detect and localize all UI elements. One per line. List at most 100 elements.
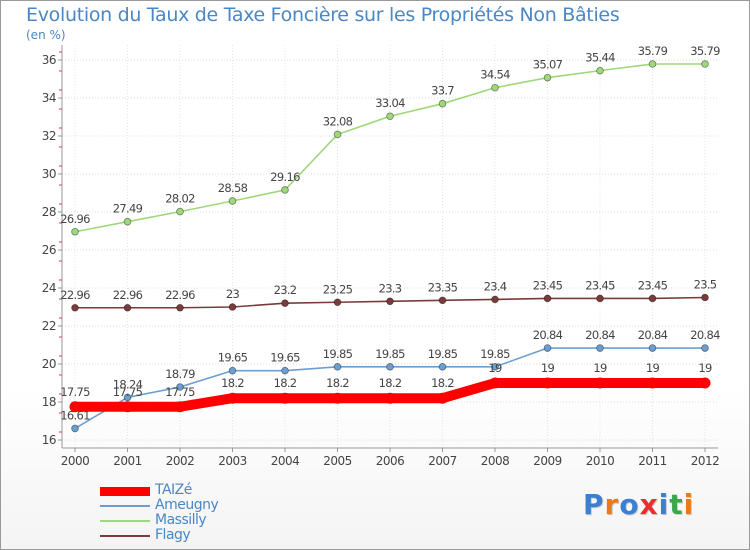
- data-label: 19.85: [428, 347, 458, 361]
- data-point: [438, 363, 447, 371]
- data-point: [71, 424, 79, 433]
- data-point: [648, 294, 657, 303]
- data-label: 23.3: [379, 281, 402, 295]
- x-tick-label: 2006: [376, 454, 405, 468]
- data-label: 19.85: [375, 347, 405, 361]
- data-label: 26.96: [60, 212, 90, 226]
- data-point: [594, 377, 606, 389]
- data-point: [123, 303, 132, 312]
- data-label: 19: [541, 361, 555, 375]
- data-label: 23: [226, 287, 240, 301]
- data-point: [699, 377, 711, 389]
- data-point: [71, 227, 79, 236]
- data-point: [648, 60, 657, 68]
- x-tick-label: 2011: [638, 454, 667, 468]
- data-label: 28.02: [165, 192, 195, 206]
- data-label: 18.2: [379, 376, 402, 390]
- data-label: 23.25: [323, 282, 353, 296]
- data-point: [176, 207, 184, 216]
- data-label: 33.04: [375, 96, 405, 110]
- x-tick-label: 2008: [481, 454, 510, 468]
- chart-title: Evolution du Taux de Taxe Foncière sur l…: [26, 4, 620, 26]
- data-label: 29.16: [270, 170, 300, 184]
- data-label: 23.45: [638, 278, 668, 292]
- data-label: 19: [698, 361, 712, 375]
- data-label: 28.58: [218, 181, 248, 195]
- data-label: 27.49: [113, 202, 143, 216]
- data-point: [701, 60, 709, 68]
- data-point: [543, 73, 552, 82]
- data-point: [701, 344, 709, 352]
- data-point: [281, 299, 289, 308]
- data-point: [279, 392, 291, 404]
- x-tick-label: 2009: [533, 454, 562, 468]
- y-tick-label: 24: [42, 281, 56, 295]
- data-label: 22.96: [113, 288, 143, 302]
- x-tick-label: 2012: [691, 454, 720, 468]
- data-point: [281, 186, 289, 194]
- data-label: 35.79: [690, 44, 720, 58]
- data-point: [123, 217, 132, 226]
- data-label: 18.79: [165, 367, 195, 381]
- data-label: 17.75: [60, 385, 90, 399]
- data-point: [701, 293, 709, 302]
- y-tick-label: 28: [42, 205, 56, 219]
- data-point: [69, 401, 81, 413]
- legend-swatch: [100, 486, 150, 496]
- data-label: 18.2: [221, 376, 244, 390]
- data-label: 22.96: [60, 288, 90, 302]
- data-point: [491, 83, 499, 92]
- data-point: [332, 392, 343, 404]
- legend-label: Flagy: [155, 527, 191, 543]
- y-tick-label: 22: [42, 319, 56, 333]
- data-label: 20.84: [638, 328, 668, 342]
- x-tick-label: 2010: [586, 454, 615, 468]
- x-tick-label: 2002: [166, 454, 195, 468]
- data-point: [438, 99, 447, 108]
- legend-label: Massilly: [155, 512, 207, 528]
- data-point: [228, 366, 237, 375]
- data-label: 23.2: [274, 283, 297, 297]
- data-label: 22.96: [165, 288, 195, 302]
- data-point: [596, 294, 604, 303]
- data-label: 19.65: [270, 351, 300, 365]
- data-label: 19.85: [480, 347, 510, 361]
- data-point: [228, 303, 237, 311]
- data-point: [543, 294, 552, 303]
- data-label: 20.84: [533, 328, 563, 342]
- data-label: 33.7: [431, 84, 454, 98]
- x-tick-label: 2003: [218, 454, 247, 468]
- data-point: [596, 66, 604, 75]
- y-tick-label: 32: [42, 129, 56, 143]
- data-label: 32.08: [323, 114, 353, 128]
- data-label: 18.2: [326, 376, 349, 390]
- data-point: [386, 363, 394, 371]
- data-point: [176, 383, 184, 391]
- data-label: 23.35: [428, 280, 458, 294]
- data-point: [596, 344, 604, 352]
- data-label: 19: [488, 361, 502, 375]
- data-label: 23.45: [533, 278, 563, 292]
- data-label: 35.79: [638, 44, 668, 58]
- data-label: 35.44: [585, 51, 615, 65]
- data-point: [176, 303, 184, 312]
- data-label: 23.5: [694, 278, 717, 292]
- data-label: 19: [593, 361, 607, 375]
- data-point: [437, 392, 448, 404]
- data-point: [174, 401, 186, 413]
- legend-swatch: [100, 535, 150, 537]
- data-label: 17.75: [113, 385, 143, 399]
- chart-subtitle: (en %): [26, 28, 66, 42]
- y-tick-label: 26: [42, 243, 56, 257]
- data-point: [543, 344, 552, 352]
- x-tick-label: 2004: [271, 454, 300, 468]
- data-point: [333, 298, 342, 307]
- data-label: 16.61: [60, 408, 90, 422]
- data-point: [386, 112, 394, 121]
- legend-swatch: [100, 520, 150, 522]
- data-point: [542, 377, 553, 389]
- data-label: 35.07: [533, 58, 563, 72]
- data-point: [123, 393, 132, 402]
